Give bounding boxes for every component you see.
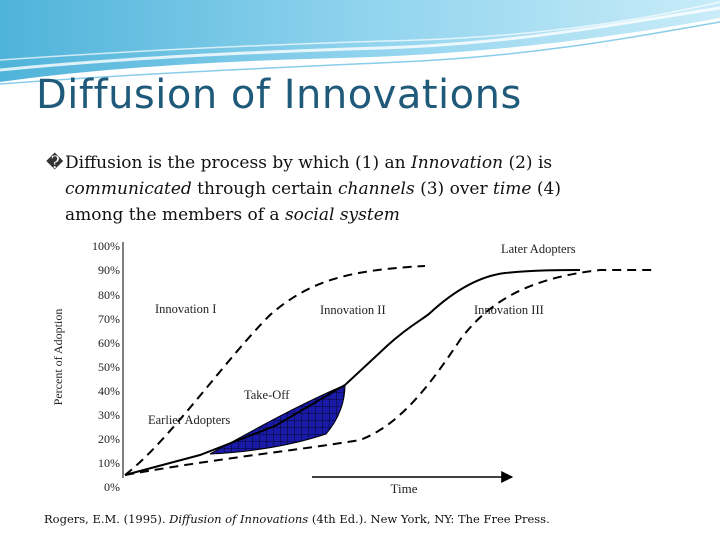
innovation-2-curve [124, 269, 581, 476]
definition-line-2: communicated through certain channels (3… [46, 176, 666, 202]
innovation-2-label: Innovation II [320, 303, 386, 317]
definition-line-3: among the members of a social system [46, 202, 666, 228]
innovation-3-curve [124, 269, 655, 476]
y-tick-60: 60% [98, 336, 120, 350]
citation-publisher: (4th Ed.). New York, NY: The Free Press. [308, 512, 550, 526]
take-off-label: Take-Off [244, 388, 290, 402]
definition-text-1c: (2) is [503, 153, 553, 173]
term-communicated: communicated [65, 179, 192, 199]
term-innovation: Innovation [411, 153, 504, 173]
y-tick-labels: 100% 90% 80% 70% 60% 50% 40% 30% 20% 10%… [92, 239, 120, 494]
definition-text: �Diffusion is the process by which (1) a… [46, 150, 666, 228]
later-adopters-label: Later Adopters [501, 242, 576, 256]
earlier-adopters-label: Earlier Adopters [148, 413, 230, 427]
citation: Rogers, E.M. (1995). Diffusion of Innova… [44, 512, 550, 526]
innovation-1-curve [124, 265, 426, 476]
y-axis-label: Percent of Adoption [51, 309, 65, 406]
diffusion-diagram: Percent of Adoption 100% 90% 80% 70% 60%… [51, 239, 655, 496]
y-tick-30: 30% [98, 408, 120, 422]
y-tick-20: 20% [98, 432, 120, 446]
citation-author: Rogers, E.M. (1995). [44, 512, 170, 526]
definition-text-2d: (3) over [414, 179, 494, 199]
x-axis-label: Time [391, 481, 418, 496]
y-tick-100: 100% [92, 239, 120, 253]
definition-text-3a: among the members of a [65, 205, 285, 225]
slide-title: Diffusion of Innovations [36, 72, 522, 118]
header-wave-decoration [0, 0, 720, 85]
innovation-3-label: Innovation III [474, 303, 544, 317]
y-tick-0: 0% [104, 480, 120, 494]
citation-book-title: Diffusion of Innovations [169, 512, 309, 526]
y-tick-50: 50% [98, 360, 120, 374]
y-tick-70: 70% [98, 312, 120, 326]
y-tick-40: 40% [98, 384, 120, 398]
y-tick-90: 90% [98, 263, 120, 277]
y-tick-80: 80% [98, 288, 120, 302]
definition-line-1: �Diffusion is the process by which (1) a… [46, 150, 666, 176]
takeoff-region [209, 384, 346, 455]
y-tick-10: 10% [98, 456, 120, 470]
term-channels: channels [337, 179, 415, 199]
term-time: time [493, 179, 532, 199]
definition-text-1a: Diffusion is the process by which (1) an [65, 153, 412, 173]
definition-text-2f: (4) [531, 179, 561, 199]
bullet-icon: � [46, 153, 64, 173]
definition-text-2b: through certain [191, 179, 338, 199]
innovation-1-label: Innovation I [155, 302, 216, 316]
term-social-system: social system [284, 205, 400, 225]
